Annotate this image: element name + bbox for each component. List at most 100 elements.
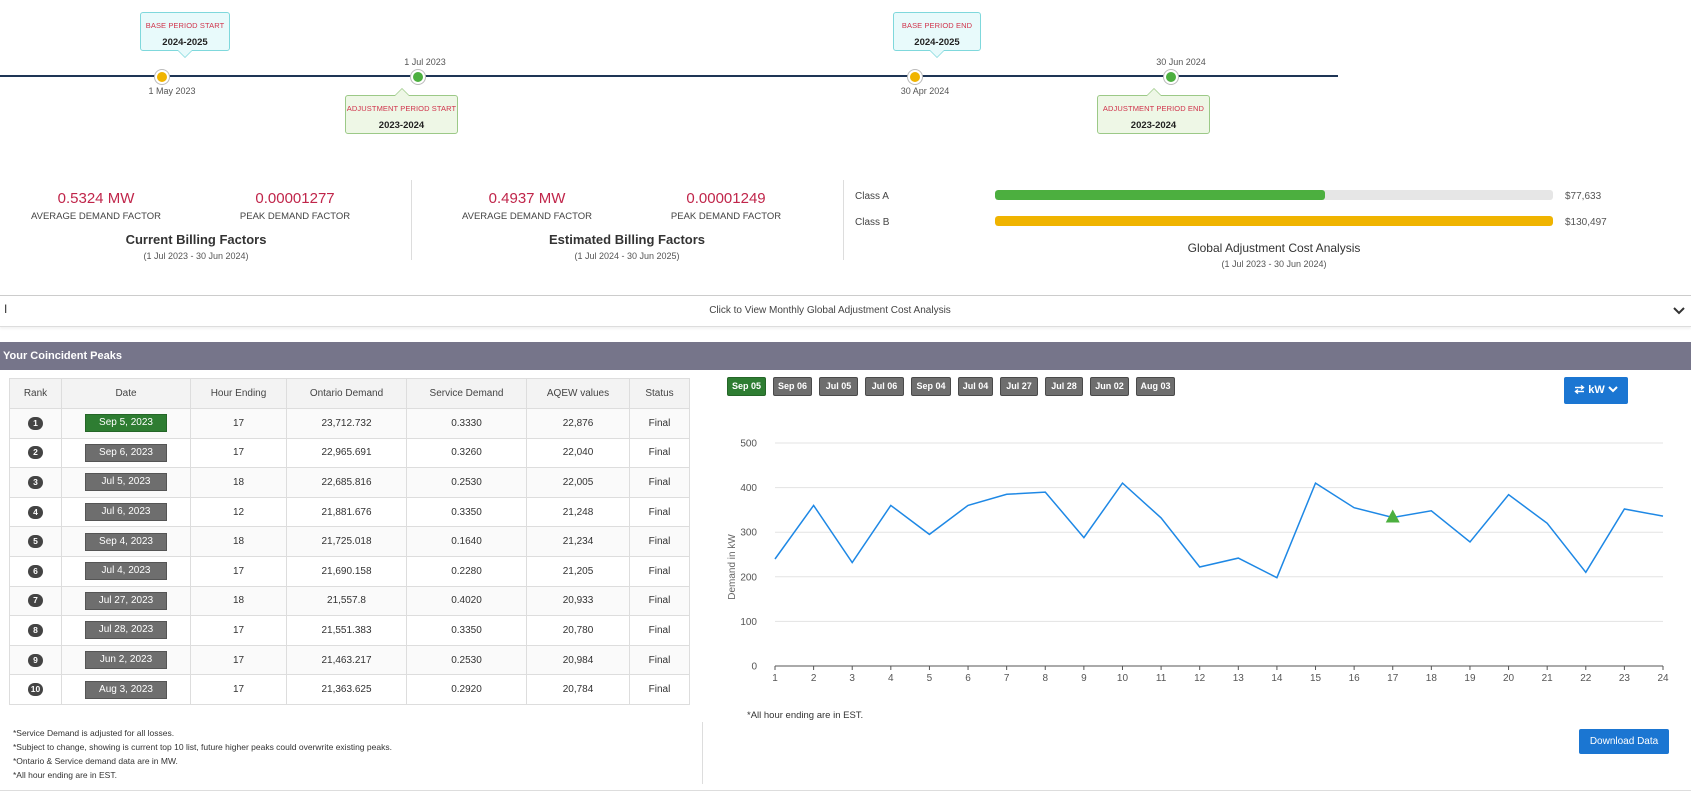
hour-ending-cell: 18 xyxy=(190,585,287,617)
date-cell[interactable]: Jun 2, 2023 xyxy=(61,644,191,676)
data-point[interactable] xyxy=(1159,516,1163,520)
data-point[interactable] xyxy=(1198,565,1202,569)
base-start-dot[interactable] xyxy=(155,70,169,84)
unit-toggle-button[interactable]: kW xyxy=(1564,377,1628,404)
estimated-peak-demand-label: PEAK DEMAND FACTOR xyxy=(670,211,782,222)
date-cell[interactable]: Aug 3, 2023 xyxy=(61,674,191,705)
data-point[interactable] xyxy=(1661,514,1665,518)
current-billing-title: Current Billing Factors xyxy=(125,232,267,247)
date-badge[interactable]: Sep 6, 2023 xyxy=(85,443,167,462)
date-chip[interactable]: Jun 02 xyxy=(1090,377,1129,396)
accordion-label: Click to View Monthly Global Adjustment … xyxy=(709,305,951,316)
date-badge[interactable]: Jul 4, 2023 xyxy=(85,562,167,581)
adj-start-dot[interactable] xyxy=(411,70,425,84)
date-cell[interactable]: Sep 5, 2023 xyxy=(61,408,191,439)
series-line xyxy=(774,481,1664,579)
data-point[interactable] xyxy=(812,503,816,507)
table-row[interactable]: 8 Jul 28, 2023 17 21,551.383 0.3350 20,780 Fin… xyxy=(9,615,690,646)
date-badge[interactable]: Sep 4, 2023 xyxy=(85,532,167,551)
data-point[interactable] xyxy=(1082,536,1086,540)
chevron-down-icon[interactable] xyxy=(1673,306,1685,316)
date-chip[interactable]: Sep 04 xyxy=(911,377,951,396)
base-end-date: 30 Apr 2024 xyxy=(900,86,950,96)
table-row[interactable]: 1 Sep 5, 2023 17 23,712.732 0.3330 22,876 Fina… xyxy=(9,408,690,439)
monthly-ga-accordion[interactable]: I Click to View Monthly Global Adjustmen… xyxy=(0,295,1691,327)
date-badge[interactable]: Jun 2, 2023 xyxy=(85,651,167,670)
date-badge[interactable]: Jul 5, 2023 xyxy=(85,473,167,492)
date-badge[interactable]: Jul 28, 2023 xyxy=(85,621,167,640)
table-row[interactable]: 4 Jul 6, 2023 12 21,881.676 0.3350 21,248 Fina… xyxy=(9,496,690,528)
estimated-peak-demand-value: 0.00001249 xyxy=(686,190,766,207)
table-row[interactable]: 10 Aug 3, 2023 17 21,363.625 0.2920 20,784 Fin… xyxy=(9,674,690,705)
col-hour-ending: Hour Ending xyxy=(190,378,287,409)
data-point[interactable] xyxy=(1005,492,1009,496)
x-tick-label: 12 xyxy=(1194,673,1206,684)
estimated-billing-title: Estimated Billing Factors xyxy=(548,232,706,247)
data-point[interactable] xyxy=(1622,507,1626,511)
table-row[interactable]: 3 Jul 5, 2023 18 22,685.816 0.2530 22,005 Fina… xyxy=(9,467,690,498)
service-demand-cell: 0.4020 xyxy=(406,585,527,617)
date-chip[interactable]: Sep 06 xyxy=(773,377,812,396)
adj-end-dot[interactable] xyxy=(1164,70,1178,84)
data-point[interactable] xyxy=(1545,521,1549,525)
date-cell[interactable]: Sep 6, 2023 xyxy=(61,437,191,469)
selected-peak-marker[interactable] xyxy=(1385,509,1400,523)
data-point[interactable] xyxy=(1314,481,1318,485)
data-point[interactable] xyxy=(1429,509,1433,513)
date-chip[interactable]: Jul 27 xyxy=(1000,377,1038,396)
date-chip[interactable]: Sep 05 xyxy=(727,377,766,396)
date-chip[interactable]: Jul 28 xyxy=(1045,377,1083,396)
date-badge[interactable]: Jul 27, 2023 xyxy=(85,591,167,610)
data-point[interactable] xyxy=(1507,493,1511,497)
service-demand-cell: 0.2920 xyxy=(406,674,527,705)
hour-ending-cell: 17 xyxy=(190,615,287,646)
table-row[interactable]: 6 Jul 4, 2023 17 21,690.158 0.2280 21,205 Fina… xyxy=(9,555,690,587)
data-point[interactable] xyxy=(1236,556,1240,560)
table-row[interactable]: 5 Sep 4, 2023 18 21,725.018 0.1640 21,234 Fina… xyxy=(9,526,690,557)
date-cell[interactable]: Jul 6, 2023 xyxy=(61,496,191,528)
base-start-date: 1 May 2023 xyxy=(148,86,196,96)
table-header-row: Rank Date Hour Ending Ontario Demand Ser… xyxy=(9,378,690,409)
date-chip[interactable]: Jul 04 xyxy=(958,377,993,396)
x-tick-label: 4 xyxy=(888,673,894,684)
data-point[interactable] xyxy=(889,503,893,507)
date-badge[interactable]: Jul 6, 2023 xyxy=(85,503,167,522)
data-point[interactable] xyxy=(1120,481,1124,485)
data-point[interactable] xyxy=(1275,576,1279,580)
data-point[interactable] xyxy=(1043,490,1047,494)
rank-cell: 2 xyxy=(9,437,62,469)
date-chip[interactable]: Aug 03 xyxy=(1136,377,1175,396)
table-row[interactable]: 7 Jul 27, 2023 18 21,557.8 0.4020 20,933 Final xyxy=(9,585,690,617)
service-demand-cell: 0.2530 xyxy=(406,467,527,498)
date-badge[interactable]: Aug 3, 2023 xyxy=(85,680,167,699)
download-data-button[interactable]: Download Data xyxy=(1579,729,1669,754)
x-tick-label: 15 xyxy=(1310,673,1322,684)
date-chip[interactable]: Jul 05 xyxy=(819,377,858,396)
data-point[interactable] xyxy=(773,557,777,561)
data-point[interactable] xyxy=(1352,506,1356,510)
ga-cost-range: (1 Jul 2023 - 30 Jun 2024) xyxy=(1221,259,1327,269)
estimated-avg-demand-label: AVERAGE DEMAND FACTOR xyxy=(461,211,593,222)
table-row[interactable]: 9 Jun 2, 2023 17 21,463.217 0.2530 20,984 Fina… xyxy=(9,644,690,676)
date-badge[interactable]: Sep 5, 2023 xyxy=(85,414,167,433)
data-point[interactable] xyxy=(850,561,854,565)
base-end-dot[interactable] xyxy=(908,70,922,84)
table-row[interactable]: 2 Sep 6, 2023 17 22,965.691 0.3260 22,040 Fina… xyxy=(9,437,690,469)
date-cell[interactable]: Jul 28, 2023 xyxy=(61,615,191,646)
date-cell[interactable]: Jul 4, 2023 xyxy=(61,555,191,587)
coincident-peaks-header: Your Coincident Peaks xyxy=(0,342,1691,370)
date-cell[interactable]: Jul 27, 2023 xyxy=(61,585,191,617)
unit-label: kW xyxy=(1588,384,1605,396)
rank-badge: 7 xyxy=(28,594,43,608)
date-chip[interactable]: Jul 06 xyxy=(865,377,904,396)
y-tick-label: 500 xyxy=(740,439,757,450)
adj-period-start-year: 2023-2024 xyxy=(378,120,425,131)
date-cell[interactable]: Sep 4, 2023 xyxy=(61,526,191,557)
date-cell[interactable]: Jul 5, 2023 xyxy=(61,467,191,498)
data-point[interactable] xyxy=(1468,540,1472,544)
data-point[interactable] xyxy=(927,532,931,536)
data-point[interactable] xyxy=(1584,570,1588,574)
y-axis-label: Demand in kW xyxy=(727,534,738,600)
data-point[interactable] xyxy=(966,503,970,507)
